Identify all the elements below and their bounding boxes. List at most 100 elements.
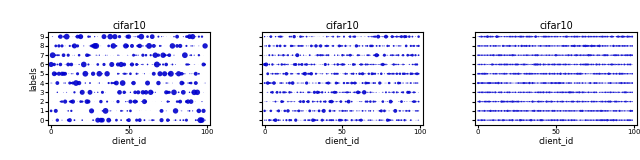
Point [93,100,103,103]
Point [548,63,558,66]
Point [316,100,326,103]
Point [360,119,371,121]
Point [301,91,312,94]
Point [577,91,588,94]
Point [309,110,319,112]
Point [403,119,413,121]
Point [365,82,376,84]
Point [177,82,187,84]
Point [330,82,340,84]
Point [347,63,357,66]
Point [169,100,179,103]
Point [194,35,204,38]
Point [358,110,368,112]
Point [311,63,321,66]
Point [545,91,555,94]
Point [574,72,584,75]
Point [262,91,273,94]
Point [136,91,147,94]
Point [178,82,188,84]
Point [110,82,120,84]
Point [356,54,366,56]
Point [384,100,394,103]
Point [406,72,416,75]
Point [492,45,502,47]
Point [349,119,360,121]
Point [138,63,148,66]
Point [54,63,64,66]
Point [99,54,109,56]
Point [492,100,502,103]
Point [576,63,586,66]
Point [322,82,332,84]
Point [284,100,294,103]
Point [360,45,371,47]
Point [198,110,209,112]
Point [556,110,566,112]
Point [152,72,162,75]
Point [105,72,115,75]
Point [409,91,419,94]
Point [306,45,316,47]
Point [322,72,332,75]
Point [124,100,134,103]
Point [479,63,490,66]
Point [186,45,196,47]
Point [136,35,147,38]
Point [91,91,101,94]
Point [86,82,97,84]
Point [531,110,541,112]
Point [61,119,72,121]
Point [331,82,341,84]
Point [74,82,84,84]
Point [484,100,494,103]
Point [111,54,122,56]
Point [382,35,392,38]
Point [323,91,333,94]
Point [557,54,567,56]
Point [493,100,504,103]
Point [266,82,276,84]
Point [344,45,354,47]
Point [331,63,341,66]
Point [164,45,175,47]
Point [340,91,351,94]
Point [330,45,340,47]
Point [512,110,522,112]
Point [622,72,632,75]
Point [300,91,310,94]
Point [60,110,70,112]
Point [65,54,75,56]
Point [541,110,552,112]
Point [563,72,573,75]
Point [589,91,600,94]
Point [297,119,307,121]
Point [143,72,153,75]
Point [369,91,379,94]
Point [624,82,634,84]
Point [110,91,120,94]
Point [392,82,402,84]
Point [483,54,493,56]
Point [308,35,318,38]
Point [392,119,402,121]
Point [99,82,109,84]
Point [295,35,305,38]
Point [355,72,365,75]
Point [177,100,187,103]
Point [170,72,180,75]
Point [591,119,602,121]
Point [331,35,341,38]
Point [169,110,179,112]
Point [611,45,621,47]
Point [60,82,70,84]
Point [319,35,329,38]
Point [51,45,61,47]
Point [152,35,162,38]
Point [599,82,609,84]
Point [580,82,591,84]
Point [76,91,86,94]
Point [373,82,383,84]
Point [181,82,191,84]
Point [549,54,559,56]
